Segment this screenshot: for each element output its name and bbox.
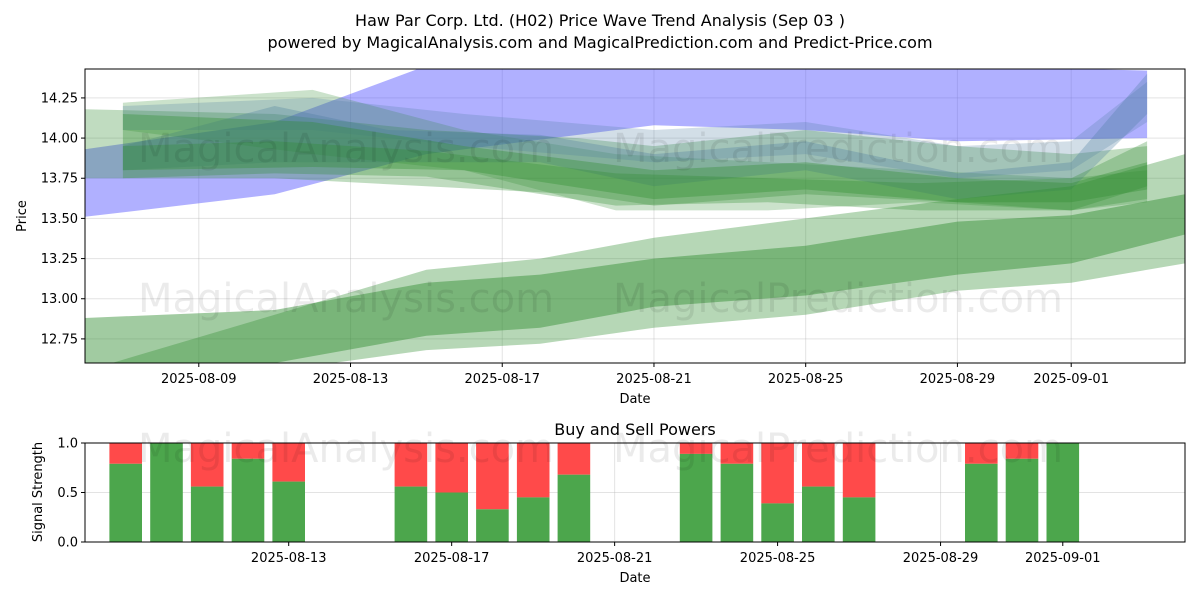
buy-power-bar xyxy=(516,497,550,542)
price-bands xyxy=(85,69,1185,363)
price-plot-frame xyxy=(84,68,1186,364)
price-x-tick-label: 2025-08-29 xyxy=(920,372,996,387)
sell-power-bar xyxy=(802,443,835,487)
buy-power-bar xyxy=(435,492,468,542)
price-grid xyxy=(85,69,1185,363)
price-band-teal xyxy=(122,81,1148,179)
buy-power-bar xyxy=(679,453,713,542)
price-x-tick-label: 2025-08-21 xyxy=(616,372,692,387)
buy-power-bar xyxy=(231,458,265,542)
price-band-green xyxy=(122,89,1148,211)
buy-power-bar xyxy=(761,503,794,542)
signal-y-tick-label: 0.5 xyxy=(57,486,78,501)
watermark-analysis-mid: MagicalAnalysis.com xyxy=(138,276,554,322)
price-y-tick-label: 13.25 xyxy=(41,252,78,267)
sell-power-bar xyxy=(679,443,713,454)
sell-power-bar xyxy=(720,443,754,464)
sell-power-bar xyxy=(842,443,876,498)
signal-x-tick-label: 2025-08-21 xyxy=(577,551,653,566)
watermark-prediction-mid: MagicalPrediction.com xyxy=(613,276,1063,322)
price-band-green xyxy=(112,154,1185,363)
sell-power-bar xyxy=(435,443,468,493)
buy-power-bar xyxy=(190,486,224,542)
price-band-green xyxy=(122,114,1148,203)
chart-title: Haw Par Corp. Ltd. (H02) Price Wave Tren… xyxy=(355,11,845,30)
buy-sell-power-chart: Buy and Sell Powers MagicalAnalysis.com … xyxy=(31,420,1186,586)
price-band-green xyxy=(85,109,1148,211)
buy-power-bar xyxy=(802,486,835,542)
price-y-tick-label: 13.75 xyxy=(41,172,78,187)
buy-power-bar xyxy=(1005,458,1039,542)
buy-power-bar xyxy=(557,474,591,542)
price-y-tick-label: 13.00 xyxy=(41,292,78,307)
price-y-axis-label: Price xyxy=(15,200,30,232)
signal-x-tick-label: 2025-08-29 xyxy=(903,551,979,566)
signal-x-tick-label: 2025-08-25 xyxy=(740,551,816,566)
buy-power-bar xyxy=(150,443,183,542)
signal-y-tick-label: 0.0 xyxy=(57,536,78,551)
signal-x-tick-label: 2025-08-13 xyxy=(251,551,327,566)
buy-sell-title: Buy and Sell Powers xyxy=(554,420,716,439)
signal-x-axis-label: Date xyxy=(619,571,650,586)
signal-y-tick-label: 1.0 xyxy=(57,437,78,452)
watermark-prediction-bottom: MagicalPrediction.com xyxy=(613,426,1063,472)
sell-power-bar xyxy=(476,443,509,510)
buy-power-bar xyxy=(842,497,876,542)
price-y-tick-label: 14.00 xyxy=(41,132,78,147)
sell-power-bar xyxy=(190,443,224,487)
price-x-tick-label: 2025-08-25 xyxy=(768,372,844,387)
price-band-teal xyxy=(122,73,1148,200)
price-band-blue xyxy=(85,69,1148,217)
chart-subtitle: powered by MagicalAnalysis.com and Magic… xyxy=(267,33,932,52)
watermark-analysis-bottom: MagicalAnalysis.com xyxy=(138,426,554,472)
price-y-tick-label: 14.25 xyxy=(41,91,78,106)
sell-power-bar xyxy=(1005,443,1039,459)
buy-power-bar xyxy=(720,463,754,542)
sell-power-bar xyxy=(272,443,305,482)
price-x-tick-label: 2025-09-01 xyxy=(1033,372,1109,387)
signal-x-tick-label: 2025-09-01 xyxy=(1025,551,1101,566)
sell-power-bar xyxy=(516,443,550,498)
price-y-tick-label: 13.50 xyxy=(41,212,78,227)
buy-power-bar xyxy=(1046,443,1080,542)
signal-bars xyxy=(109,443,1080,542)
price-axis-ticks: 2025-08-09 2025-08-13 2025-08-17 2025-08-21… xyxy=(41,91,1109,387)
price-wave-chart: MagicalAnalysis.com MagicalPrediction.co… xyxy=(15,68,1186,407)
sell-power-bar xyxy=(109,443,142,464)
buy-power-bar xyxy=(476,509,509,542)
watermark-analysis-top: MagicalAnalysis.com xyxy=(138,126,554,172)
signal-y-axis-label: Signal Strength xyxy=(31,442,46,542)
sell-power-bar xyxy=(557,443,591,475)
price-x-tick-label: 2025-08-13 xyxy=(313,372,389,387)
watermark-prediction-top: MagicalPrediction.com xyxy=(613,126,1063,172)
price-x-axis-label: Date xyxy=(619,392,650,407)
buy-power-bar xyxy=(272,481,305,542)
sell-power-bar xyxy=(231,443,265,459)
buy-power-bar xyxy=(965,463,998,542)
price-band-green xyxy=(85,194,1185,363)
price-band-green xyxy=(122,141,1148,211)
sell-power-bar xyxy=(394,443,428,487)
signal-x-tick-label: 2025-08-17 xyxy=(414,551,490,566)
price-x-tick-label: 2025-08-17 xyxy=(464,372,540,387)
sell-power-bar xyxy=(761,443,794,504)
buy-power-bar xyxy=(109,463,142,542)
buy-power-bar xyxy=(394,486,428,542)
price-x-tick-label: 2025-08-09 xyxy=(161,372,237,387)
signal-axis-ticks: 2025-08-13 2025-08-17 2025-08-21 2025-08-25… xyxy=(57,437,1100,567)
price-y-tick-label: 12.75 xyxy=(41,332,78,347)
sell-power-bar xyxy=(965,443,998,464)
